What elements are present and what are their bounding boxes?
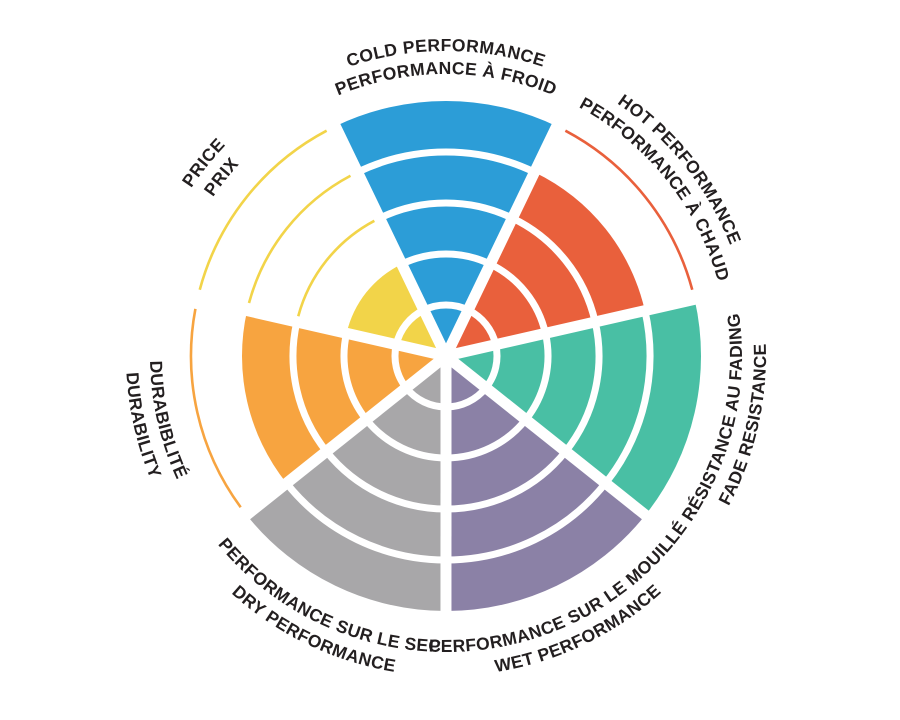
outer-arc-price-5 bbox=[198, 129, 328, 291]
ring-divider-wet-4 bbox=[445, 481, 609, 564]
ring-divider-fade-4 bbox=[602, 309, 654, 486]
wedge-fade bbox=[446, 299, 702, 515]
ring-divider-fade-3 bbox=[562, 321, 603, 454]
ring-divider-cold-3 bbox=[378, 199, 514, 222]
ring-divider-dry-4 bbox=[283, 481, 447, 564]
wedge-wet bbox=[445, 356, 646, 611]
label-hot-line1: HOT PERFORMANCE bbox=[615, 90, 746, 247]
outer-arc-price-3 bbox=[296, 219, 375, 317]
sector-separator-4 bbox=[237, 351, 450, 524]
wedge-price bbox=[346, 264, 446, 356]
outer-arc-price-4 bbox=[247, 174, 352, 304]
ring-divider-dry-3 bbox=[323, 449, 447, 513]
label-text-hot-line1: HOT PERFORMANCE bbox=[615, 90, 745, 247]
outer-arc-hot-5 bbox=[564, 129, 694, 291]
ring-divider-dry-2 bbox=[363, 417, 447, 462]
sector-separator-6 bbox=[327, 117, 451, 359]
outer-arc-durability-5 bbox=[189, 308, 242, 509]
ring-divider-durability-2 bbox=[340, 332, 370, 422]
ring-divider-wet-2 bbox=[445, 417, 529, 462]
ring-divider-hot-3 bbox=[510, 214, 599, 323]
ring-divider-fade-2 bbox=[522, 332, 552, 422]
ring-divider-cold-4 bbox=[355, 148, 537, 176]
sector-separator-1 bbox=[444, 292, 703, 362]
sector-separator-5 bbox=[189, 292, 448, 362]
sector-separator-0 bbox=[441, 117, 565, 359]
sector-separator-2 bbox=[442, 351, 655, 524]
wedge-cold bbox=[335, 100, 557, 356]
ring-divider-wet-3 bbox=[445, 449, 569, 513]
ring-divider-cold-2 bbox=[400, 250, 492, 268]
wedge-dry bbox=[246, 356, 447, 612]
ring-divider-durability-3 bbox=[289, 321, 330, 454]
ring-divider-hot-2 bbox=[488, 260, 549, 335]
